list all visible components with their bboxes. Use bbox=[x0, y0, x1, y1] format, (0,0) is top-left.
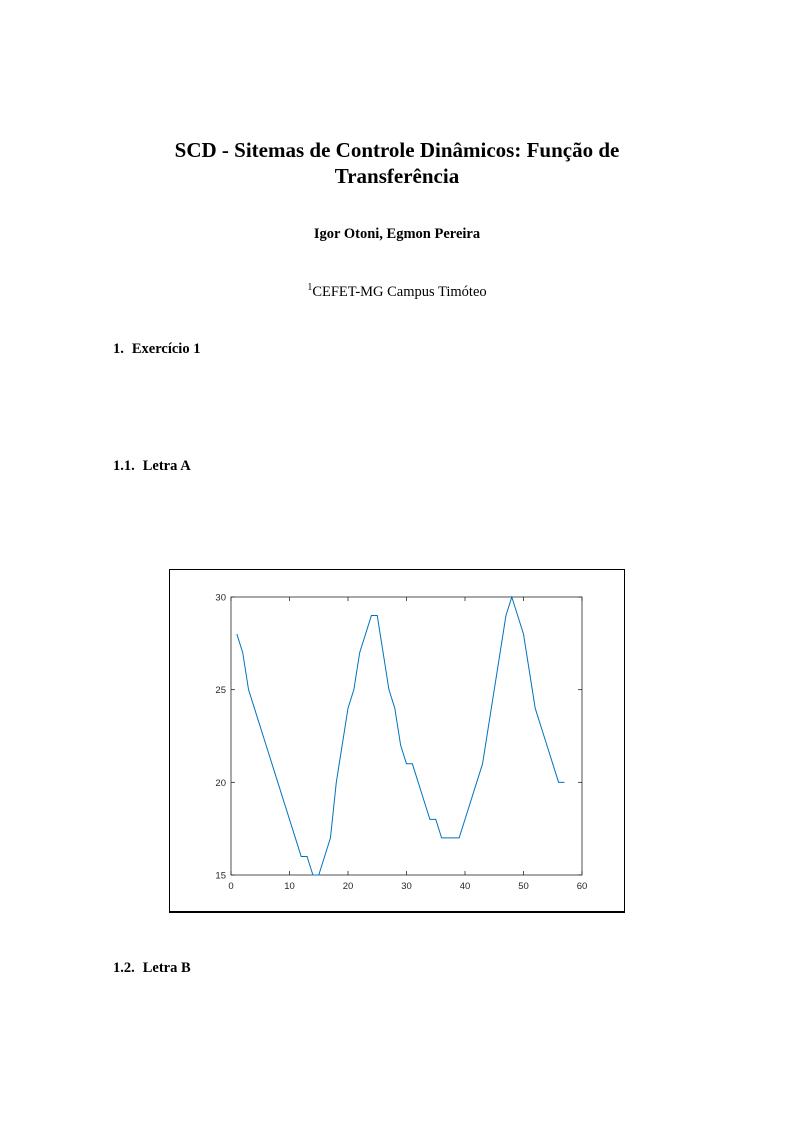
subsection-heading: 1.1. Letra A bbox=[113, 458, 191, 475]
section-number: 1.1. bbox=[113, 458, 135, 474]
y-tick-label: 25 bbox=[215, 685, 226, 696]
x-tick-label: 50 bbox=[518, 881, 529, 892]
y-tick-label: 20 bbox=[215, 778, 226, 789]
figure-frame: 0 10 20 30 40 50 60 15 20 25 30 bbox=[169, 569, 625, 913]
section-number: 1. bbox=[113, 341, 124, 357]
x-tick-label: 0 bbox=[228, 881, 233, 892]
section-title: Letra A bbox=[142, 458, 191, 474]
line-chart: 0 10 20 30 40 50 60 15 20 25 30 bbox=[215, 593, 588, 893]
affiliation-marker: 1 bbox=[307, 282, 313, 293]
authors: Igor Otoni, Egmon Pereira bbox=[313, 226, 481, 242]
section-number: 1.2. bbox=[113, 960, 135, 976]
paper-title: SCD - Sitemas de Controle Dinâmicos: Fun… bbox=[174, 138, 620, 188]
section-title: Letra B bbox=[142, 960, 191, 976]
x-tick-label: 20 bbox=[343, 881, 354, 892]
data-series-line bbox=[236, 595, 565, 876]
section-heading: 1. Exercício 1 bbox=[113, 341, 200, 358]
affiliation-text: CEFET-MG Campus Timóteo bbox=[312, 283, 487, 300]
x-tick-label: 10 bbox=[284, 881, 295, 892]
affiliation: 1CEFET-MG Campus Timóteo bbox=[0, 282, 794, 301]
y-tick-label: 15 bbox=[215, 871, 226, 882]
subsection-heading: 1.2. Letra B bbox=[113, 960, 191, 977]
y-tick-label: 30 bbox=[215, 593, 226, 604]
x-tick-label: 30 bbox=[401, 881, 412, 892]
plot-area bbox=[230, 596, 583, 876]
x-tick-label: 40 bbox=[460, 881, 471, 892]
x-tick-label: 60 bbox=[577, 881, 588, 892]
section-title: Exercício 1 bbox=[131, 341, 201, 357]
